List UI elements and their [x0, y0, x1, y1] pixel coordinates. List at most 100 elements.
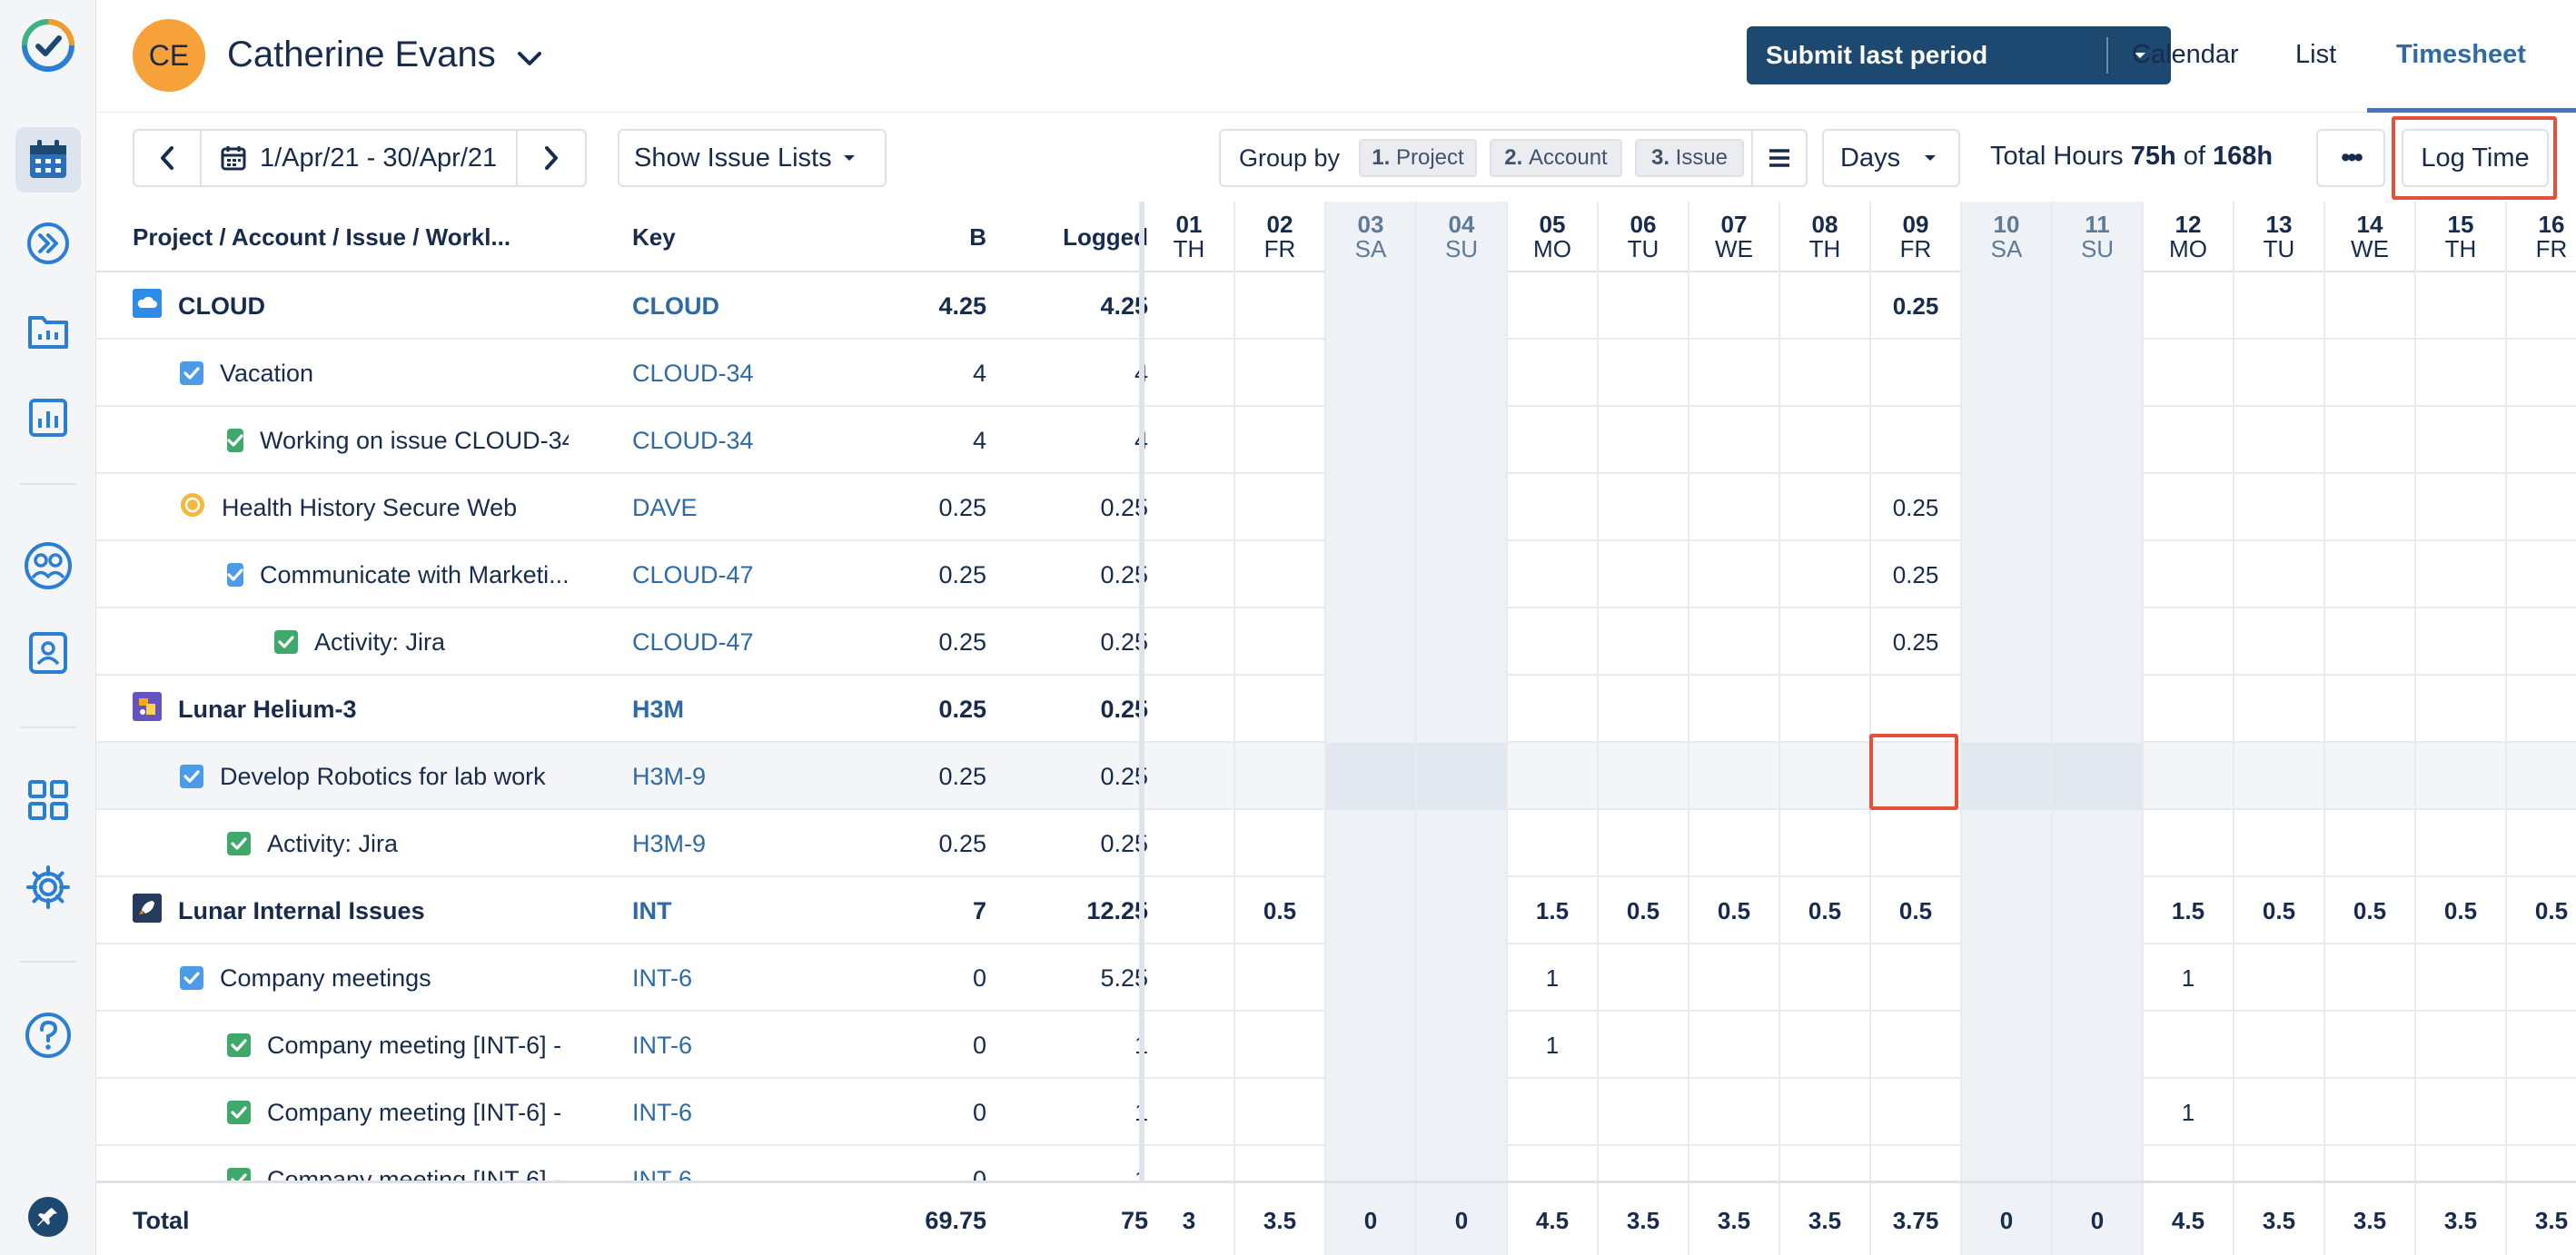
day-cell[interactable] — [1417, 944, 1508, 1012]
previous-period-button[interactable] — [134, 131, 202, 185]
day-cell[interactable]: 0.25 — [1871, 272, 1962, 340]
day-cell[interactable] — [1780, 340, 1871, 407]
day-cell[interactable] — [2234, 340, 2325, 407]
day-cell[interactable] — [1962, 743, 2053, 810]
day-cell[interactable] — [1962, 474, 2053, 541]
tab-calendar[interactable]: Calendar — [2132, 40, 2239, 69]
day-cell[interactable] — [1144, 608, 1235, 676]
day-cell[interactable] — [1962, 541, 2053, 608]
day-cell[interactable]: 0.25 — [1871, 541, 1962, 608]
table-row[interactable]: Communicate with Marketi... CLOUD-47 0.25 0… — [96, 541, 2576, 608]
issue-key-link[interactable]: INT-6 — [632, 1031, 693, 1059]
teams-icon[interactable] — [15, 533, 81, 598]
day-cell[interactable] — [2507, 1079, 2576, 1146]
day-cell[interactable] — [2053, 676, 2144, 743]
day-cell[interactable] — [1326, 541, 1417, 608]
day-cell[interactable] — [1417, 676, 1508, 743]
day-cell[interactable] — [1235, 743, 1326, 810]
issue-key-link[interactable]: H3M-9 — [632, 829, 707, 857]
day-cell[interactable] — [1326, 340, 1417, 407]
day-cell[interactable] — [1871, 1146, 1962, 1213]
day-cell[interactable] — [1689, 407, 1780, 474]
apps-grid-icon[interactable] — [15, 767, 81, 833]
day-cell[interactable] — [1417, 1012, 1508, 1079]
day-cell[interactable] — [1417, 272, 1508, 340]
issue-key-link[interactable]: H3M-9 — [632, 762, 707, 790]
day-cell[interactable] — [1144, 944, 1235, 1012]
day-cell[interactable] — [2325, 474, 2416, 541]
day-cell[interactable]: 1.5 — [2144, 877, 2234, 944]
day-cell[interactable] — [2507, 1012, 2576, 1079]
day-cell[interactable] — [1871, 340, 1962, 407]
table-row[interactable]: Company meetings INT-6 0 5.25 1 1 — [96, 944, 2576, 1012]
day-cell[interactable] — [1599, 407, 1689, 474]
day-cell[interactable] — [2507, 272, 2576, 340]
day-cell[interactable] — [2144, 743, 2234, 810]
day-cell[interactable] — [1235, 1079, 1326, 1146]
day-cell[interactable] — [1689, 1146, 1780, 1213]
log-time-button[interactable]: Log Time — [2402, 129, 2549, 187]
day-cell[interactable] — [1599, 1012, 1689, 1079]
day-cell[interactable] — [1508, 810, 1599, 877]
day-cell[interactable] — [2234, 810, 2325, 877]
day-cell[interactable] — [2416, 474, 2507, 541]
day-cell[interactable] — [2416, 1012, 2507, 1079]
day-cell[interactable] — [1144, 1079, 1235, 1146]
day-cell[interactable] — [1689, 1012, 1780, 1079]
day-cell[interactable] — [1417, 743, 1508, 810]
day-cell[interactable] — [1144, 877, 1235, 944]
day-cell[interactable] — [1144, 272, 1235, 340]
day-cell[interactable] — [2234, 676, 2325, 743]
day-cell[interactable]: 0.5 — [1780, 877, 1871, 944]
day-cell[interactable] — [1689, 810, 1780, 877]
day-cell[interactable] — [1508, 608, 1599, 676]
row-name[interactable]: Company meetings — [220, 963, 431, 992]
issue-key-link[interactable]: INT-6 — [632, 963, 693, 992]
table-row[interactable]: Company meeting [INT-6] -INT-6011 — [96, 1012, 2576, 1079]
tab-list[interactable]: List — [2295, 40, 2337, 69]
day-cell[interactable] — [1326, 944, 1417, 1012]
day-cell[interactable]: 0.5 — [2325, 877, 2416, 944]
day-cell[interactable] — [1871, 676, 1962, 743]
day-cell[interactable] — [1326, 608, 1417, 676]
day-cell[interactable] — [2053, 272, 2144, 340]
column-header-b[interactable]: B — [969, 222, 986, 251]
day-cell[interactable] — [1689, 676, 1780, 743]
row-name[interactable]: Working on issue CLOUD-34 — [260, 426, 569, 454]
day-cell[interactable] — [1417, 541, 1508, 608]
day-cell[interactable] — [2325, 1079, 2416, 1146]
day-cell[interactable] — [2507, 944, 2576, 1012]
day-cell[interactable] — [1962, 272, 2053, 340]
table-row[interactable]: Lunar Helium-3 H3M 0.25 0.25 — [96, 676, 2576, 743]
day-cell[interactable] — [1871, 407, 1962, 474]
day-cell[interactable] — [2325, 340, 2416, 407]
day-cell[interactable] — [1144, 1146, 1235, 1213]
table-row[interactable]: CLOUD CLOUD 4.25 4.25 0.25 — [96, 272, 2576, 340]
day-cell[interactable] — [1689, 272, 1780, 340]
row-name[interactable]: Company meeting [INT-6] - — [267, 1031, 562, 1059]
day-cell[interactable] — [1871, 743, 1962, 810]
day-cell[interactable] — [2144, 541, 2234, 608]
day-cell[interactable] — [2416, 810, 2507, 877]
row-name[interactable]: Lunar Internal Issues — [178, 896, 425, 924]
day-cell[interactable] — [1689, 743, 1780, 810]
day-cell[interactable] — [2053, 1012, 2144, 1079]
pin-icon[interactable] — [15, 1184, 81, 1250]
day-cell[interactable] — [2053, 407, 2144, 474]
day-cell[interactable] — [2144, 272, 2234, 340]
issue-key-link[interactable]: CLOUD — [632, 292, 719, 320]
day-cell[interactable] — [2416, 676, 2507, 743]
day-cell[interactable] — [2507, 474, 2576, 541]
user-avatar[interactable]: CE — [133, 19, 205, 92]
day-cell[interactable] — [2144, 474, 2234, 541]
day-cell[interactable] — [1508, 340, 1599, 407]
day-cell[interactable] — [2325, 1012, 2416, 1079]
day-cell[interactable] — [2416, 743, 2507, 810]
day-cell[interactable] — [1780, 1012, 1871, 1079]
day-cell[interactable] — [1508, 407, 1599, 474]
day-cell[interactable] — [2144, 810, 2234, 877]
day-cell[interactable] — [2234, 1012, 2325, 1079]
row-name[interactable]: Communicate with Marketi... — [260, 560, 569, 588]
day-cell[interactable]: 0.5 — [2416, 877, 2507, 944]
day-cell[interactable] — [1235, 944, 1326, 1012]
